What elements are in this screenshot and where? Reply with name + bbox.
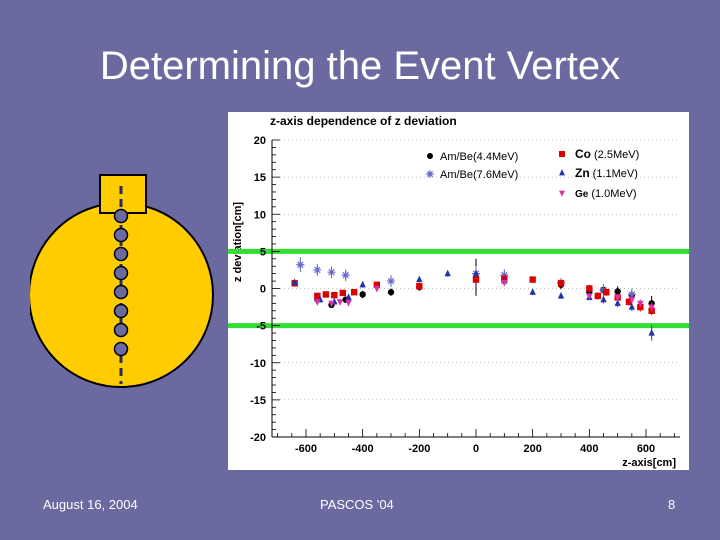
data-point: [387, 289, 395, 296]
data-point: [350, 289, 358, 296]
data-point: [373, 281, 381, 288]
footer-event: PASCOS '04: [320, 497, 394, 512]
data-point: [313, 265, 322, 274]
data-point: [637, 300, 644, 308]
chart-canvas: [228, 112, 689, 470]
data-point: [614, 294, 621, 302]
y-tick-label: 20: [254, 135, 266, 147]
data-point: [359, 291, 366, 298]
data-point: [322, 291, 330, 298]
detector-neck: [99, 174, 147, 214]
source-marker: [113, 227, 129, 243]
x-tick-label: 200: [523, 443, 541, 455]
data-point: [331, 291, 338, 299]
data-point: [614, 288, 621, 295]
x-tick-label: -400: [352, 443, 374, 455]
data-point: [628, 297, 636, 304]
data-point: [603, 289, 610, 296]
y-tick-label: -15: [250, 395, 266, 407]
x-tick-label: -600: [295, 443, 317, 455]
x-tick-label: 600: [637, 443, 655, 455]
legend: Am/Be(4.4MeV) Am/Be(7.6MeV) Co (2.5MeV) Zn (1…: [426, 147, 639, 200]
legend-label: Am/Be(7.6MeV): [440, 169, 518, 181]
data-point: [341, 271, 350, 280]
y-tick-label: -10: [250, 358, 266, 370]
x-tick-label: 400: [580, 443, 598, 455]
data-point: [472, 269, 480, 277]
data-point: [373, 285, 381, 293]
data-point: [648, 304, 655, 312]
data-point: [327, 268, 336, 277]
legend-marker: [426, 170, 434, 178]
data-point: [625, 298, 633, 306]
y-tick-label: 0: [260, 284, 266, 296]
data-point: [328, 300, 335, 308]
data-point: [648, 329, 655, 336]
data-point: [359, 280, 366, 288]
source-marker: [113, 265, 129, 281]
y-tick-label: -5: [256, 321, 266, 333]
source-marker: [113, 303, 129, 319]
data-point: [291, 278, 298, 286]
source-marker: [113, 246, 129, 262]
points-layer: [291, 257, 655, 341]
data-point: [296, 260, 305, 269]
legend-marker: [427, 153, 433, 159]
y-tick-label: 15: [254, 172, 266, 184]
data-point: [416, 283, 423, 290]
x-tick-label: -200: [408, 443, 430, 455]
y-tick-label: 5: [260, 246, 266, 258]
source-marker: [113, 322, 129, 338]
data-point: [339, 289, 347, 297]
legend-label: Am/Be(4.4MeV): [440, 151, 518, 163]
data-point: [416, 275, 423, 283]
band-layer: [228, 248, 689, 329]
legend-marker: [559, 190, 565, 197]
data-point: [345, 293, 352, 300]
legend-label: Ge (1.0MeV): [575, 188, 637, 200]
data-point: [314, 299, 321, 306]
calibration-sources: [113, 208, 129, 357]
legend-label: Zn (1.1MeV): [575, 166, 638, 180]
data-point: [557, 291, 565, 299]
footer-date: August 16, 2004: [43, 497, 138, 512]
data-point: [472, 276, 480, 283]
source-marker: [113, 208, 129, 224]
page-number: 8: [668, 497, 676, 512]
data-point: [586, 285, 593, 292]
data-point: [387, 277, 395, 286]
y-tick-label: 10: [254, 209, 266, 221]
data-point: [628, 303, 636, 310]
data-point: [336, 299, 344, 306]
data-point: [501, 280, 508, 287]
data-point: [614, 299, 621, 306]
data-point: [529, 276, 536, 283]
source-marker: [113, 341, 129, 357]
x-tick-label: 0: [473, 443, 479, 455]
detector-diagram: [30, 174, 214, 388]
data-point: [557, 280, 565, 287]
source-marker: [113, 284, 129, 300]
slide-title: Determining the Event Vertex: [99, 44, 621, 88]
data-point: [594, 292, 602, 300]
legend-marker: [559, 151, 565, 157]
y-tick-label: -20: [250, 432, 266, 444]
legend-label: Co (2.5MeV): [575, 147, 639, 161]
z-deviation-chart: z-axis dependence of z deviation z devia…: [228, 112, 689, 470]
chart-title: z-axis dependence of z deviation: [270, 114, 457, 128]
legend-marker: [559, 169, 565, 176]
data-point: [444, 269, 451, 277]
data-point: [586, 293, 593, 300]
data-point: [627, 290, 636, 299]
x-axis-label: z-axis[cm]: [622, 457, 676, 469]
data-point: [529, 288, 536, 295]
data-point: [600, 295, 607, 303]
data-point: [314, 292, 321, 300]
axis-layer: 20 15 10 5 0 -5 -10 -15 -20 -600 -400 -200 0 200 400 60…: [250, 135, 680, 455]
data-point: [345, 300, 352, 307]
y-axis-label: z deviation[cm]: [232, 202, 244, 282]
